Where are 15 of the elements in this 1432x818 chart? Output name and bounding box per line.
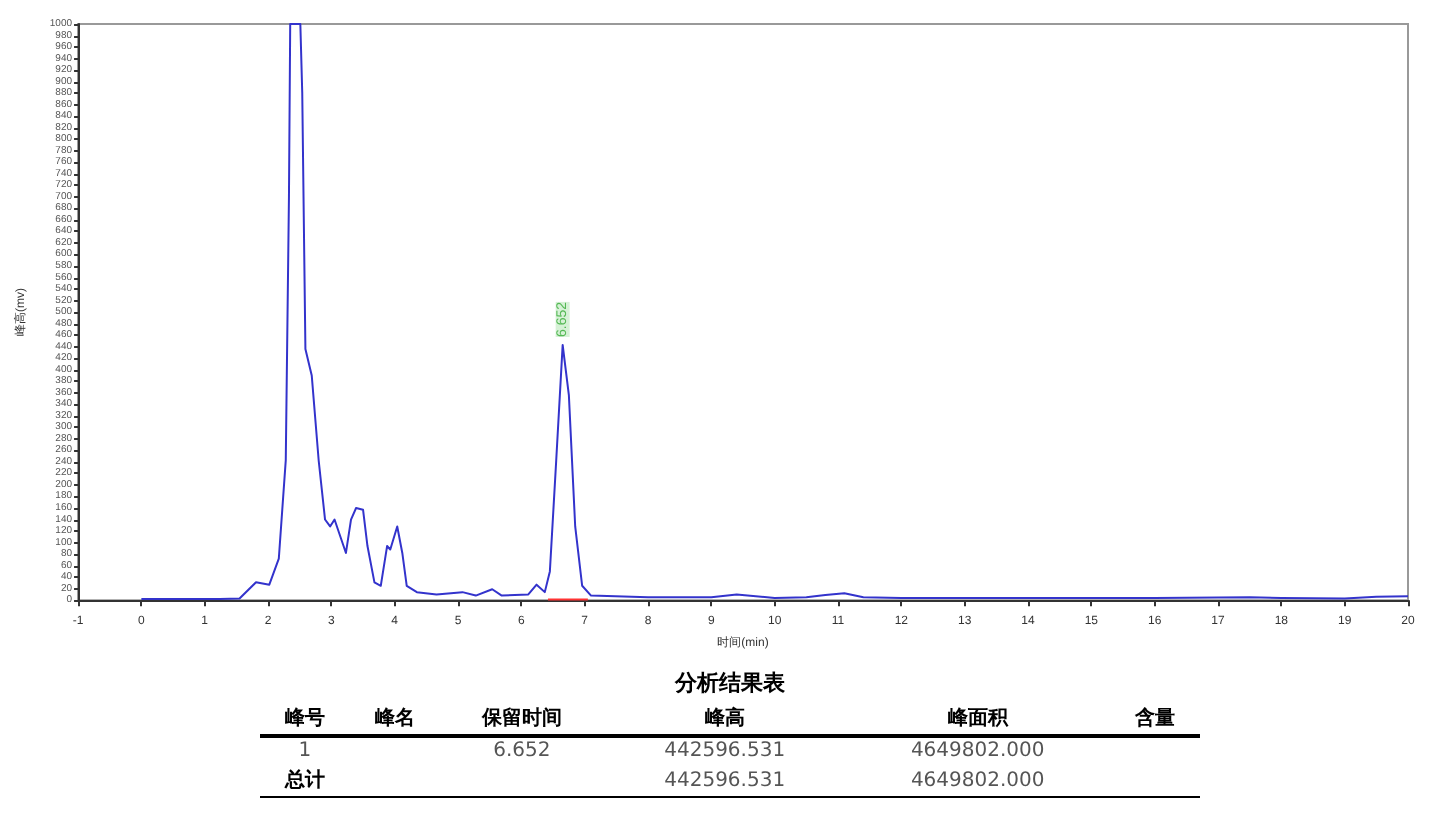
line-series [140,23,1409,601]
text: 442596.531 [664,740,786,762]
category-label: 含量 [1110,702,1200,736]
text: 4649802.000 [910,769,1045,791]
text: 峰号 [260,702,350,736]
text: 6.652 [493,740,551,762]
category-label: 峰面积 [845,702,1111,736]
category-label: 峰名 [349,702,440,736]
text: 分析结果表 [673,668,787,698]
text: 442596.531 [664,769,786,791]
category-label: 峰高 [604,702,846,736]
category-label: 总计 [284,770,325,792]
text: 4649802.000 [910,740,1045,762]
category-label: 保留时间 [439,702,605,736]
category-label: 1 [298,740,312,762]
